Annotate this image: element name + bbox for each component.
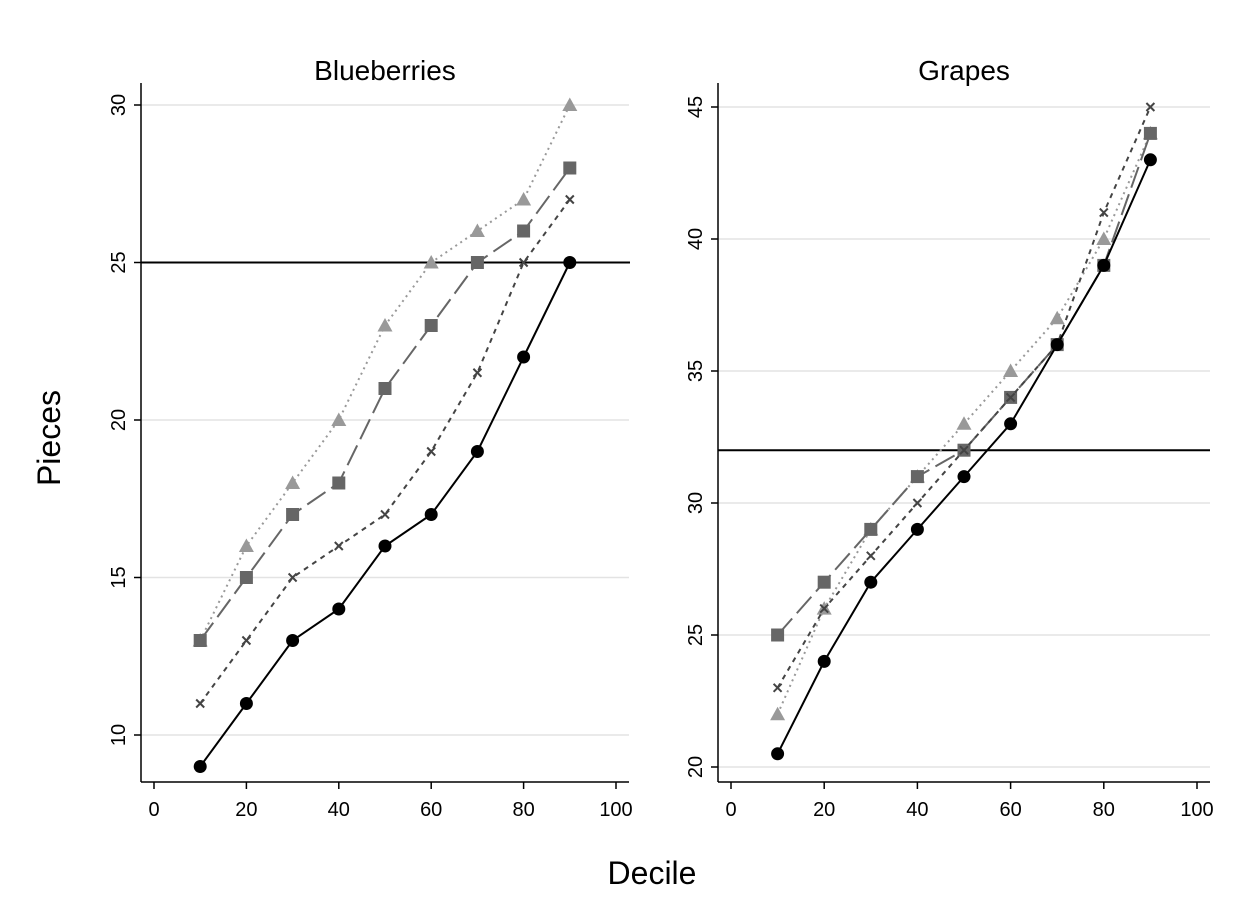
grapes-x-tick-label-40: 40 bbox=[906, 799, 928, 821]
blueberries-series-x-line bbox=[199, 198, 571, 705]
grapes-x-tick-label-0: 0 bbox=[725, 799, 736, 821]
grapes-series-x-point-40 bbox=[912, 498, 923, 508]
grapes-series-x-point-60 bbox=[1005, 392, 1016, 403]
blueberries-series-triangle-line bbox=[199, 104, 571, 641]
grapes-x-tick-label-60: 60 bbox=[999, 799, 1021, 821]
grapes-series-x-point-90 bbox=[1145, 102, 1156, 112]
panel-blueberries: Blueberries 10 15 20 25 30 0 20 40 60 80 100 bbox=[108, 55, 633, 821]
blueberries-y-tick-label-10: 10 bbox=[108, 724, 130, 746]
grapes-y-tick-label-25: 25 bbox=[685, 624, 707, 646]
blueberries-y-tick-label-25: 25 bbox=[108, 251, 130, 273]
blueberries-series-square-point-90 bbox=[563, 161, 577, 175]
blueberries-series-circle-point-10 bbox=[193, 760, 207, 773]
grapes-series-circle-point-20 bbox=[817, 654, 831, 668]
grapes-series-square-line bbox=[776, 133, 1152, 636]
grapes-series-circle-point-80 bbox=[1097, 258, 1111, 272]
grapes-y-tick-label-20: 20 bbox=[685, 756, 707, 778]
blueberries-series-triangle-point-20 bbox=[238, 538, 254, 552]
blueberries-series-circle-point-20 bbox=[239, 697, 253, 710]
blueberries-series-circle-point-70 bbox=[470, 445, 484, 458]
blueberries-series-square-point-70 bbox=[470, 256, 484, 269]
grapes-series-circle-point-60 bbox=[1004, 417, 1018, 431]
blueberries-series-circle-point-80 bbox=[517, 350, 531, 364]
grapes-series-square-point-10 bbox=[771, 628, 785, 642]
blueberries-series-square-point-20 bbox=[239, 571, 253, 584]
blueberries-series-x-point-10 bbox=[195, 698, 205, 709]
blueberries-series-triangle-point-60 bbox=[423, 255, 439, 269]
blueberries-y-tick-label-20: 20 bbox=[108, 409, 130, 431]
blueberries-series-circle-point-50 bbox=[378, 539, 392, 553]
blueberries-x-tick-label-0: 0 bbox=[148, 799, 159, 821]
grapes-title: Grapes bbox=[918, 55, 1010, 86]
blueberries-x-tick-label-100: 100 bbox=[599, 799, 632, 821]
grapes-series-square-point-30 bbox=[864, 522, 878, 536]
blueberries-x-tick-label-20: 20 bbox=[235, 799, 257, 821]
blueberries-series-x-point-40 bbox=[334, 541, 344, 551]
blueberries-series-x-point-70 bbox=[472, 368, 483, 378]
blueberries-series-x-point-60 bbox=[426, 446, 436, 457]
grapes-series-square-point-40 bbox=[910, 470, 924, 484]
blueberries-y-tick-label-15: 15 bbox=[108, 566, 130, 588]
grapes-series-triangle-point-50 bbox=[956, 416, 972, 430]
blueberries-series-square-point-50 bbox=[378, 382, 392, 395]
blueberries-series-square-line bbox=[199, 167, 571, 642]
grapes-series-x-line bbox=[776, 106, 1152, 689]
grapes-series-x-point-10 bbox=[772, 683, 783, 693]
grapes-y-tick-label-30: 30 bbox=[685, 492, 707, 514]
blueberries-series-square-point-40 bbox=[332, 476, 346, 490]
blueberries-title: Blueberries bbox=[314, 55, 456, 86]
blueberries-series-triangle-point-30 bbox=[285, 475, 301, 489]
grapes-series-x-point-30 bbox=[866, 551, 876, 561]
grapes-series-triangle-point-70 bbox=[1049, 310, 1065, 325]
grapes-series-square-point-20 bbox=[817, 575, 831, 589]
blueberries-series-square-point-80 bbox=[517, 224, 531, 238]
blueberries-series-triangle-point-80 bbox=[516, 192, 532, 206]
blueberries-series-triangle-point-50 bbox=[377, 318, 393, 332]
grapes-x-tick-label-80: 80 bbox=[1093, 799, 1115, 821]
grapes-series-circle-line bbox=[776, 159, 1152, 755]
grapes-series-triangle-point-10 bbox=[770, 706, 786, 721]
y-axis-title: Pieces bbox=[31, 390, 67, 486]
blueberries-series-square-point-60 bbox=[424, 319, 438, 332]
blueberries-series-triangle-point-90 bbox=[562, 97, 578, 111]
grapes-y-tick-label-45: 45 bbox=[685, 96, 707, 118]
grapes-series-x-point-20 bbox=[819, 603, 829, 614]
grapes-x-tick-label-20: 20 bbox=[813, 799, 835, 821]
blueberries-series-square-point-30 bbox=[286, 508, 300, 521]
blueberries-x-tick-label-40: 40 bbox=[328, 799, 350, 821]
grapes-series-triangle-point-60 bbox=[1003, 363, 1019, 377]
blueberries-series-triangle-point-40 bbox=[331, 412, 347, 426]
grapes-series-square-point-90 bbox=[1143, 126, 1157, 140]
grapes-series-x-point-50 bbox=[959, 445, 969, 455]
grapes-series-circle-point-10 bbox=[771, 747, 785, 761]
grapes-series-circle-point-70 bbox=[1050, 338, 1064, 352]
blueberries-series-circle-point-60 bbox=[424, 508, 438, 521]
grapes-series-circle-point-40 bbox=[910, 522, 924, 536]
panel-grapes: Grapes 20 25 30 35 40 45 0 20 40 60 80 100 bbox=[685, 55, 1214, 821]
blueberries-series-circle-point-30 bbox=[286, 634, 300, 647]
blueberries-series-circle-point-90 bbox=[563, 256, 577, 269]
grapes-y-tick-label-40: 40 bbox=[685, 228, 707, 250]
blueberries-series-x-point-90 bbox=[565, 194, 575, 205]
grapes-series-triangle-point-80 bbox=[1096, 231, 1112, 245]
grapes-series-x-point-80 bbox=[1099, 207, 1109, 218]
grapes-x-tick-label-100: 100 bbox=[1180, 799, 1213, 821]
blueberries-series-x-point-80 bbox=[518, 257, 529, 268]
blueberries-x-tick-label-80: 80 bbox=[512, 799, 534, 821]
x-axis-title: Decile bbox=[608, 855, 697, 891]
blueberries-series-triangle-point-70 bbox=[469, 223, 485, 237]
blueberries-series-x-point-30 bbox=[287, 572, 298, 583]
grapes-y-tick-label-35: 35 bbox=[685, 360, 707, 382]
grapes-series-circle-point-50 bbox=[957, 470, 971, 484]
grapes-series-circle-point-30 bbox=[864, 575, 878, 589]
blueberries-series-circle-point-40 bbox=[332, 602, 346, 616]
blueberries-x-tick-label-60: 60 bbox=[420, 799, 442, 821]
blueberries-y-tick-label-30: 30 bbox=[108, 94, 130, 116]
blueberries-series-x-point-50 bbox=[380, 509, 390, 520]
blueberries-series-x-point-20 bbox=[241, 635, 252, 646]
blueberries-series-square-point-10 bbox=[193, 634, 207, 647]
grapes-series-circle-point-90 bbox=[1143, 153, 1157, 167]
